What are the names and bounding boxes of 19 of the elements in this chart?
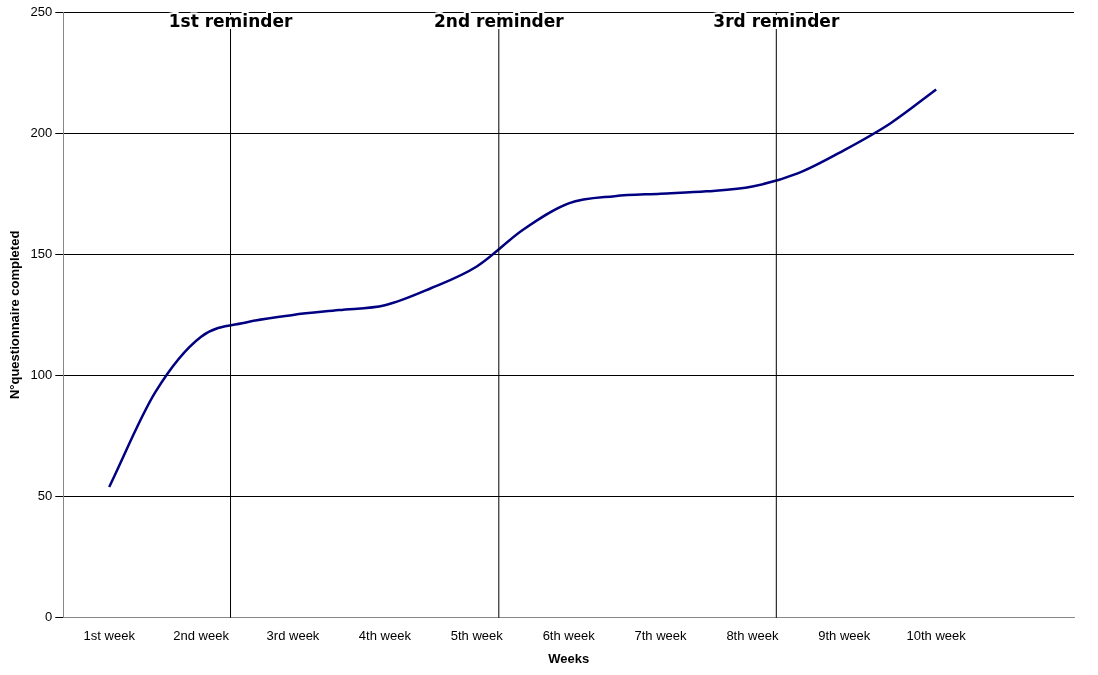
- x-tick-label: 5th week: [450, 628, 504, 644]
- x-tick-label: 9th week: [818, 628, 871, 644]
- y-tick-label: 150: [30, 245, 53, 261]
- x-tick-label: 2nd week: [173, 628, 230, 644]
- y-tick-label: 200: [30, 124, 53, 140]
- y-tick-label: 50: [37, 488, 53, 504]
- x-axis-title: Weeks: [548, 650, 590, 666]
- y-axis-title: N°questionnaire completed: [7, 230, 23, 400]
- y-tick-label: 250: [30, 3, 53, 19]
- x-tick-label: 8th week: [726, 628, 779, 644]
- y-tick-label: 0: [45, 609, 53, 625]
- line-series: [107, 88, 938, 489]
- x-tick-label: 3rd week: [266, 628, 320, 644]
- x-tick-label: 6th week: [542, 628, 596, 644]
- x-tick-label: 1st week: [83, 628, 136, 644]
- x-tick-label: 7th week: [634, 628, 688, 644]
- y-tick-label: 100: [30, 367, 53, 383]
- x-tick-label: 4th week: [358, 628, 412, 644]
- x-tick-label: 10th week: [906, 628, 967, 644]
